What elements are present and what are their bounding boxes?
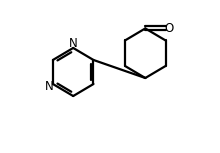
Text: N: N [45,80,54,93]
Text: N: N [69,37,78,50]
Text: O: O [165,22,174,35]
